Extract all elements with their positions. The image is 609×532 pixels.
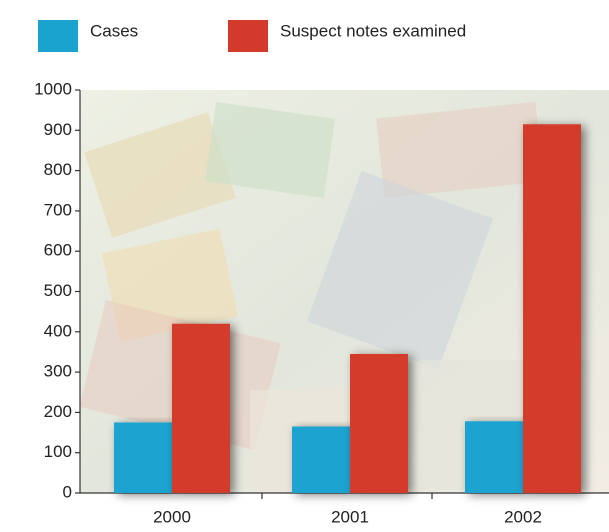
y-tick-label: 300 <box>44 362 72 381</box>
y-tick-label: 400 <box>44 321 72 340</box>
bar <box>172 323 230 493</box>
x-tick-label: 2000 <box>153 507 191 526</box>
y-tick-label: 900 <box>44 120 72 139</box>
y-tick-label: 600 <box>44 241 72 260</box>
x-tick-label: 2001 <box>331 507 369 526</box>
bar <box>292 426 350 493</box>
x-tick-label: 2002 <box>504 507 542 526</box>
legend-label: Cases <box>90 21 138 40</box>
background-photo <box>79 90 609 493</box>
y-tick-label: 200 <box>44 402 72 421</box>
legend-swatch <box>228 20 268 52</box>
y-tick-label: 0 <box>63 482 72 501</box>
y-tick-label: 500 <box>44 281 72 300</box>
y-tick-label: 700 <box>44 200 72 219</box>
y-tick-label: 800 <box>44 160 72 179</box>
legend-label: Suspect notes examined <box>280 21 466 40</box>
bar <box>114 422 172 493</box>
bar <box>350 353 408 493</box>
legend-swatch <box>38 20 78 52</box>
bar <box>523 124 581 493</box>
bar <box>465 421 523 493</box>
y-tick-label: 1000 <box>34 79 72 98</box>
y-tick-label: 100 <box>44 442 72 461</box>
